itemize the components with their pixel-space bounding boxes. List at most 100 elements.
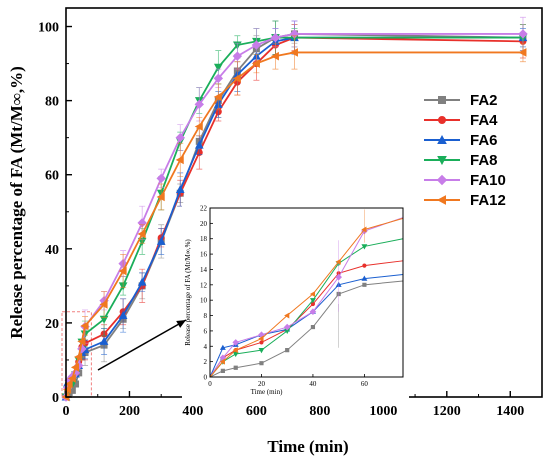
inset-y-tick-label: 10 (200, 297, 208, 305)
data-point-fa12 (63, 385, 72, 394)
inset-y-tick-label: 20 (200, 220, 208, 228)
inset-x-tick-label: 60 (361, 380, 369, 388)
legend-marker (437, 156, 447, 166)
inset-y-tick-label: 14 (200, 266, 208, 274)
inset-point-fa2 (220, 368, 225, 373)
x-tick-label: 200 (119, 404, 140, 419)
inset-point-fa12 (309, 291, 316, 297)
inset-y-axis-title: Release percentage of FA (Mt/M∞,%) (184, 239, 192, 346)
inset-point-fa8 (309, 298, 316, 304)
data-point-fa12 (74, 352, 83, 362)
data-point-fa10 (156, 173, 166, 184)
inset-y-tick-label: 4 (204, 343, 208, 351)
inset-series-fa2 (209, 280, 404, 378)
inset-point-fa2 (310, 324, 316, 330)
legend-item-fa12: FA12 (424, 192, 506, 209)
inset-point-fa8 (361, 244, 368, 250)
y-tick-label: 80 (45, 95, 59, 110)
data-point-fa6 (99, 336, 109, 345)
inset-x-axis-title: Time (min) (251, 388, 283, 396)
inset-y-tick-label: 6 (204, 327, 208, 335)
legend-item-fa8: FA8 (424, 152, 498, 169)
data-point-fa12 (156, 192, 165, 202)
inset-point-fa12 (335, 258, 341, 265)
x-tick-label: 0 (63, 404, 70, 419)
inset-point-fa8 (258, 348, 265, 354)
x-tick-label: 1000 (369, 404, 397, 419)
inset-frame (209, 207, 404, 378)
data-point-fa12 (270, 51, 279, 61)
data-point-fa6 (137, 277, 147, 286)
inset-point-fa4 (259, 340, 264, 345)
data-point-fa12 (213, 92, 222, 102)
y-tick-label: 20 (45, 317, 59, 332)
y-tick-label: 40 (45, 243, 59, 258)
inset-x-tick-label: 40 (309, 380, 317, 388)
legend-marker (438, 116, 446, 124)
data-point-fa12 (67, 374, 76, 383)
data-point-fa12 (289, 48, 298, 57)
x-tick-label: 1400 (496, 404, 524, 419)
inset-point-fa12 (284, 312, 290, 319)
legend-marker (438, 96, 446, 104)
inset-point-fa2 (362, 282, 367, 287)
main-axes: 0 200 400 600 800 1000 1200 1400020406080100Tim… (7, 7, 543, 456)
data-point-fa12 (232, 74, 241, 83)
data-point-fa12 (99, 300, 108, 309)
data-point-fa10 (213, 73, 224, 84)
zoom-region-box (61, 311, 92, 398)
inset-point-fa12 (219, 358, 225, 365)
data-point-fa12 (251, 59, 260, 68)
data-point-fa10 (175, 132, 185, 143)
data-point-fa10 (251, 40, 262, 50)
x-tick-label: 1200 (433, 404, 461, 419)
inset-y-tick-label: 16 (200, 251, 208, 259)
data-point-fa6 (194, 140, 204, 149)
inset-point-fa12 (232, 347, 238, 354)
inset-point-fa2 (259, 361, 264, 366)
y-tick-label: 100 (38, 21, 59, 36)
data-point-fa12 (77, 337, 86, 346)
inset-y-tick-label: 22 (200, 205, 208, 213)
legend: FA2 FA4 FA6 FA8 FA10 FA12 (424, 92, 506, 209)
inset-x-tick-label: 0 (208, 380, 212, 388)
x-tick-label: 600 (246, 404, 267, 419)
inset-y-tick-label: 2 (204, 358, 208, 366)
y-tick-label: 60 (45, 169, 59, 184)
data-point-fa8 (213, 63, 223, 72)
inset-point-fa10 (309, 308, 317, 316)
legend-label: FA10 (470, 172, 506, 189)
arrow-shaft (97, 319, 187, 371)
legend-label: FA4 (470, 112, 498, 129)
inset-y-tick-label: 18 (200, 235, 208, 243)
inset-chart: 0 20 40 60 0 2 4 6 8 10 12 14 16 18 20 22 Time (min) Rele… (182, 204, 409, 401)
data-point-fa12 (194, 122, 203, 131)
x-tick-label: 800 (309, 404, 330, 419)
legend-marker (437, 134, 447, 144)
data-point-fa12 (518, 48, 527, 57)
data-point-fa10 (518, 29, 528, 39)
data-point-fa6 (156, 236, 166, 245)
inset-point-fa4 (362, 263, 367, 268)
inset-y-tick-label: 0 (204, 374, 208, 382)
data-point-fa10 (270, 32, 281, 43)
data-point-fa12 (137, 229, 146, 239)
inset-point-fa10 (232, 339, 240, 346)
legend-item-fa4: FA4 (424, 112, 498, 129)
data-point-fa10 (232, 51, 243, 61)
data-point-fa12 (118, 266, 127, 276)
legend-marker (436, 174, 448, 186)
data-point-fa12 (80, 321, 89, 331)
y-tick-label: 0 (52, 391, 59, 406)
inset-point-fa10 (283, 323, 291, 331)
x-tick-label: 400 (182, 404, 203, 419)
data-point-fa6 (118, 310, 128, 319)
y-axis-title: Release percentage of FA (Mt/M∞,%) (7, 66, 26, 339)
inset-point-fa12 (258, 335, 264, 342)
data-point-fa12 (64, 379, 73, 389)
data-point-fa6 (175, 184, 185, 194)
data-point-fa10 (194, 99, 204, 110)
legend-label: FA8 (470, 152, 498, 169)
inset-y-tick-label: 8 (204, 312, 208, 320)
